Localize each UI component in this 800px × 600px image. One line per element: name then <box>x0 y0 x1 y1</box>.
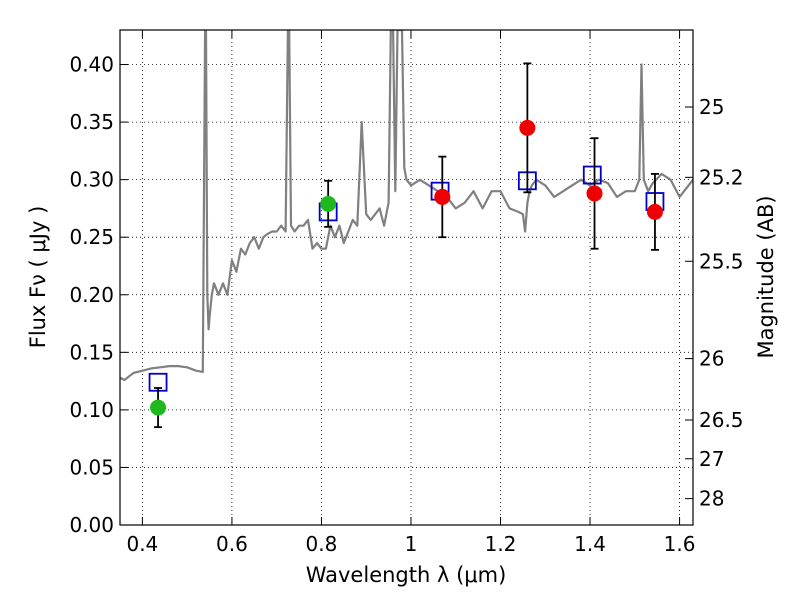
y-tick-label: 0.25 <box>69 225 114 249</box>
y2-tick-label: 26.5 <box>699 408 744 432</box>
x-tick-label: 1.6 <box>664 532 696 556</box>
y2-tick-label: 25.5 <box>699 249 744 273</box>
observed-point-red <box>646 203 663 220</box>
x-tick-label: 0.6 <box>216 532 248 556</box>
observed-point-red <box>586 185 603 202</box>
y-axis-title: Flux Fν ( μJy ) <box>26 206 50 349</box>
plot-frame <box>119 29 694 526</box>
plot-background <box>120 30 693 525</box>
y-tick-label: 0.15 <box>69 340 114 364</box>
y2-tick-label: 26 <box>699 347 724 371</box>
grid-lines <box>120 30 693 525</box>
axis-ticks <box>120 30 693 526</box>
y-tick-label: 0.05 <box>69 455 114 479</box>
y-tick-label: 0.40 <box>69 53 114 77</box>
observed-point-red <box>434 188 451 205</box>
y-tick-label: 0.00 <box>69 513 114 537</box>
y-tick-label: 0.10 <box>69 398 114 422</box>
observed-point-red <box>519 119 536 136</box>
model-band-marker <box>582 165 602 185</box>
y2-tick-label: 25.2 <box>699 165 744 189</box>
model-spectrum-line <box>120 30 693 382</box>
observed-point-green <box>150 399 167 416</box>
observed-points <box>150 119 663 416</box>
y-tick-label: 0.20 <box>69 283 114 307</box>
series-layer <box>120 30 693 429</box>
y2-tick-label: 27 <box>699 447 724 471</box>
x-tick-label: 0.8 <box>306 532 338 556</box>
y-tick-label: 0.30 <box>69 168 114 192</box>
y-tick-labels: 0.00 0.05 0.10 0.15 0.20 0.25 0.30 0.35 0.40 <box>69 53 114 537</box>
x-tick-label: 1.2 <box>485 532 517 556</box>
y2-tick-label: 25 <box>699 95 724 119</box>
y2-axis-title: Magnitude (AB) <box>754 195 778 358</box>
y2-tick-label: 28 <box>699 487 724 511</box>
x-tick-labels: 0.4 0.6 0.8 1 1.2 1.4 1.6 <box>126 532 695 556</box>
x-tick-label: 0.4 <box>126 532 158 556</box>
x-tick-label: 1 <box>405 532 418 556</box>
observed-point-green <box>320 195 337 212</box>
y-tick-label: 0.35 <box>69 110 114 134</box>
x-tick-label: 1.4 <box>574 532 606 556</box>
y2-tick-labels: 25 25.2 25.5 26 26.5 27 28 <box>699 95 744 511</box>
x-axis-title: Wavelength λ (μm) <box>306 563 507 587</box>
